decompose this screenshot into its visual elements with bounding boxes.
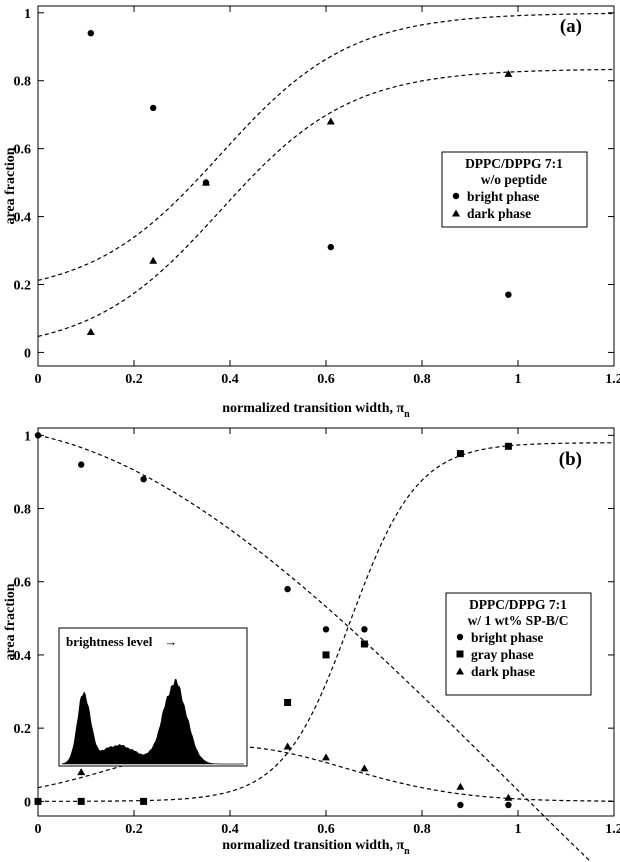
- brightness-histogram: [61, 678, 244, 765]
- ticks-b: 0 0.2 0.4 0.6 0.8 1 1.2 0 0.2 0.4 0.6 0.8 1: [14, 428, 620, 837]
- legend-label-gray-b: gray phase: [471, 647, 534, 662]
- point-bright-phase-b-1: [78, 461, 85, 468]
- point-dark-phase-b-5: [456, 782, 465, 790]
- legend-title-a-1: DPPC/DPPG 7:1: [465, 156, 563, 171]
- x-tick-label-a-5: 1: [515, 372, 522, 387]
- x-tick-label-a-1: 0.2: [125, 372, 143, 387]
- fit-curves-a: [37, 12, 615, 337]
- y-tick-label-a-4: 0.8: [14, 75, 32, 90]
- fit-curve-bright-phase-a: [37, 12, 615, 281]
- point-bright-phase-b-3: [284, 585, 291, 593]
- legend-marker-dark-b: [456, 667, 464, 675]
- legend-title-a-2: w/o peptide: [481, 172, 547, 187]
- legend-title-b-1: DPPC/DPPG 7:1: [469, 597, 567, 612]
- x-tick-label-a-4: 0.8: [413, 372, 431, 387]
- point-bright-phase-b-0: [34, 432, 42, 439]
- x-tick-label-b-5: 1: [515, 822, 522, 837]
- y-tick-label-a-1: 0.2: [14, 278, 32, 293]
- point-bright-phase-b-2: [140, 476, 147, 483]
- y-tick-label-b-1: 0.2: [14, 722, 32, 737]
- point-dark-phase-b-0: [77, 768, 86, 776]
- point-dark-phase-a-4: [504, 69, 513, 77]
- y-tick-label-b-2: 0.4: [14, 649, 32, 664]
- point-bright-phase-a-1: [150, 104, 157, 112]
- point-bright-phase-a-4: [505, 291, 512, 298]
- data-points-b: [34, 432, 513, 809]
- legend-marker-gray-b: [456, 650, 464, 658]
- x-tick-label-a-2: 0.4: [221, 372, 239, 387]
- legend-marker-bright-b: [456, 633, 464, 641]
- point-bright-phase-a-3: [327, 243, 334, 251]
- point-dark-phase-b-6: [504, 793, 513, 801]
- legend-label-bright-b: bright phase: [471, 630, 543, 645]
- x-tick-label-b-2: 0.4: [221, 822, 239, 837]
- point-bright-phase-b-6: [457, 801, 464, 809]
- legend-b: DPPC/DPPG 7:1 w/ 1 wt% SP-B/C bright pha…: [445, 592, 592, 696]
- point-gray-phase-b-2: [140, 797, 148, 805]
- ticks-a: 0 0.2 0.4 0.6 0.8 1 1.2 0 0.2 0.4 0.6 0.8 1: [14, 6, 620, 387]
- point-dark-phase-b-3: [322, 753, 330, 761]
- y-tick-label-a-5: 1: [24, 7, 31, 22]
- point-bright-phase-b-7: [505, 801, 512, 809]
- chart-panel-a: 0 0.2 0.4 0.6 0.8 1 1.2 0 0.2 0.4 0.6 0.8 1 (a) DPPC…: [3, 5, 620, 420]
- x-tick-label-b-6: 1.2: [605, 822, 620, 837]
- x-axis-label-b: normalized transition width, πn: [222, 838, 410, 857]
- y-tick-label-a-0: 0: [24, 346, 31, 361]
- point-bright-phase-b-4: [322, 626, 330, 633]
- point-dark-phase-a-3: [326, 117, 335, 125]
- fit-curve-bright-phase-b: [37, 434, 592, 862]
- point-dark-phase-a-0: [86, 328, 95, 335]
- x-tick-label-b-1: 0.2: [125, 822, 143, 837]
- y-axis-label-b: area fraction: [3, 583, 18, 660]
- point-dark-phase-a-2: [202, 178, 210, 186]
- point-dark-phase-b-2: [283, 742, 292, 750]
- fit-curve-dark-phase-a: [37, 68, 614, 337]
- legend-box-b: [445, 592, 592, 696]
- point-dark-phase-b-4: [360, 764, 369, 772]
- inset-label: brightness level →: [66, 634, 177, 649]
- x-tick-label-b-4: 0.8: [413, 822, 431, 837]
- y-tick-label-a-2: 0.4: [14, 211, 32, 226]
- legend-marker-bright-a: [452, 192, 460, 200]
- histogram-inset: brightness level →: [58, 627, 248, 767]
- point-bright-phase-b-5: [361, 626, 368, 633]
- point-gray-phase-b-0: [34, 797, 42, 805]
- point-bright-phase-a-0: [87, 30, 95, 37]
- point-gray-phase-b-1: [77, 797, 85, 805]
- point-gray-phase-b-4: [322, 651, 330, 659]
- x-tick-label-a-3: 0.6: [317, 372, 335, 387]
- data-points-a: [86, 30, 513, 335]
- fit-curve-gray-phase-b: [38, 442, 614, 802]
- y-tick-label-b-4: 0.8: [14, 503, 32, 518]
- legend-box-a: [441, 151, 588, 228]
- point-gray-phase-b-5: [360, 640, 368, 648]
- x-tick-label-a-0: 0: [35, 372, 42, 387]
- point-gray-phase-b-7: [504, 442, 512, 450]
- y-tick-label-a-3: 0.6: [14, 143, 32, 158]
- legend-title-b-2: w/ 1 wt% SP-B/C: [468, 613, 569, 628]
- y-tick-label-b-5: 1: [24, 429, 31, 444]
- point-dark-phase-a-1: [149, 256, 158, 264]
- chart-panel-b: 0 0.2 0.4 0.6 0.8 1 1.2 0 0.2 0.4 0.6 0.8 1 (b) DPPC…: [3, 427, 620, 862]
- y-tick-label-b-3: 0.6: [14, 576, 32, 591]
- y-tick-label-b-0: 0: [24, 795, 31, 810]
- x-tick-label-b-3: 0.6: [317, 822, 335, 837]
- x-tick-label-a-6: 1.2: [605, 372, 620, 387]
- panel-label-a: (a): [560, 16, 582, 37]
- panel-label-b: (b): [559, 449, 582, 470]
- point-gray-phase-b-6: [456, 450, 464, 458]
- legend-label-bright-a: bright phase: [467, 189, 539, 204]
- x-axis-label-a: normalized transition width, πn: [222, 401, 410, 420]
- point-gray-phase-b-3: [284, 699, 292, 706]
- legend-label-dark-a: dark phase: [467, 206, 531, 221]
- y-axis-label-a: area fraction: [3, 147, 18, 224]
- legend-marker-dark-a: [452, 209, 460, 217]
- x-tick-label-b-0: 0: [35, 822, 42, 837]
- legend-label-dark-b: dark phase: [471, 664, 535, 679]
- legend-a: DPPC/DPPG 7:1 w/o peptide bright phase d…: [441, 151, 588, 228]
